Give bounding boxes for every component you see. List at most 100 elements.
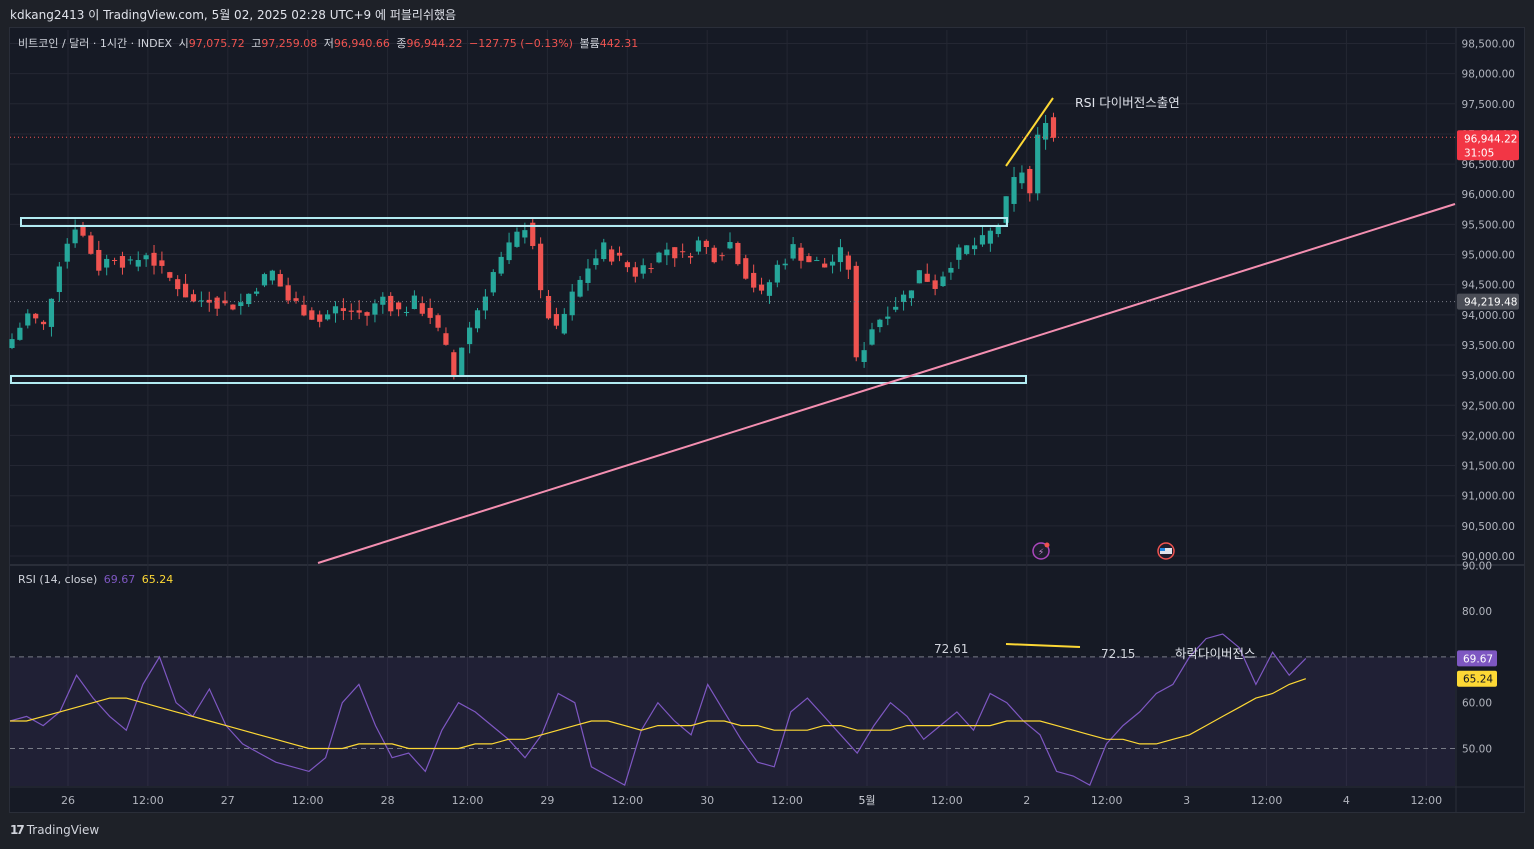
candle-body: [419, 303, 425, 314]
lightning-glyph: ⚡: [1038, 548, 1044, 558]
price-divergence-line: [1005, 97, 1054, 167]
candle-body: [719, 255, 725, 257]
rsi-ma-line: [10, 678, 1306, 750]
candle-body: [285, 285, 291, 301]
candle-body: [900, 294, 907, 302]
candle-body: [1011, 177, 1017, 204]
candle-body: [143, 255, 149, 260]
candle-body: [687, 256, 694, 258]
candle-body: [119, 256, 126, 268]
candle-body: [758, 284, 765, 291]
candle-body: [246, 293, 252, 305]
candle-body: [680, 251, 686, 253]
candle-body: [301, 304, 307, 316]
candle-body: [167, 272, 173, 278]
time-tick-label: 12:00: [452, 794, 484, 807]
candle-body: [774, 264, 780, 283]
candle-body: [561, 313, 567, 334]
candle-body: [743, 258, 749, 279]
price-tick-label: 97,500.00: [1462, 99, 1515, 111]
candle-body: [80, 225, 86, 236]
candle-body: [356, 310, 362, 313]
time-tick-label: 12:00: [1091, 794, 1123, 807]
candle-body: [837, 247, 844, 263]
candle-body: [33, 313, 39, 319]
candle-body: [514, 231, 520, 247]
crosshair-price-label: 94,219.48: [1464, 297, 1517, 309]
price-tick-label: 98,000.00: [1462, 69, 1515, 81]
time-tick-label: 12:00: [611, 794, 643, 807]
candle-body: [806, 256, 812, 263]
candle-body: [269, 270, 275, 281]
time-tick-label: 5월: [858, 794, 875, 807]
candle-body: [790, 244, 796, 259]
candle-body: [908, 290, 915, 299]
candle-body: [253, 291, 260, 294]
crosshair-price-badge: [1457, 293, 1519, 310]
candle-body: [877, 319, 883, 328]
price-tick-label: 95,000.00: [1462, 250, 1515, 262]
time-tick-label: 12:00: [931, 794, 963, 807]
rsi-tick-label: 60.00: [1462, 698, 1492, 710]
rsi-tick-label: 90.00: [1462, 560, 1492, 572]
time-tick-label: 4: [1343, 794, 1350, 807]
symbol-name: 비트코인 / 달러 · 1시간 · INDEX: [18, 37, 173, 50]
price-tick-label: 96,000.00: [1462, 189, 1515, 201]
candle-body: [451, 352, 457, 376]
resistance-box: [20, 217, 1008, 227]
tradingview-logo-icon: 17: [10, 823, 25, 837]
candle-body: [940, 276, 946, 287]
candle-body: [332, 306, 339, 314]
rsi-band-fill: [10, 656, 1455, 786]
rsi-value-label-right: 72.15: [1101, 647, 1135, 661]
candle-body: [601, 242, 607, 260]
candle-body: [474, 310, 481, 329]
low-value: 96,940.66: [333, 37, 390, 50]
candle-body: [822, 263, 828, 268]
candle-body: [640, 265, 646, 274]
candle-body: [56, 266, 62, 293]
lightning-event-icon: ⚡: [1032, 542, 1050, 560]
candle-body: [72, 229, 78, 244]
rsi-legend: RSI (14, close) 69.67 65.24: [18, 573, 176, 586]
publish-caption: kdkang2413 이 TradingView.com, 5월 02, 202…: [10, 8, 457, 22]
price-divergence-annotation: RSI 다이버전스출연: [1075, 95, 1180, 110]
time-tick-label: 28: [381, 794, 395, 807]
tradingview-logo[interactable]: 17 TradingView: [10, 823, 99, 837]
candle-body: [577, 279, 583, 297]
candle-body: [380, 296, 386, 305]
candle-body: [317, 314, 323, 322]
price-tick-label: 96,500.00: [1462, 159, 1515, 171]
close-value: 96,944.22: [406, 37, 463, 50]
candle-body: [924, 273, 930, 282]
us-flag-event-icon: [1157, 542, 1175, 560]
brand-name: TradingView: [26, 823, 100, 837]
rsi-tick-label: 80.00: [1462, 606, 1492, 618]
candle-body: [309, 310, 315, 320]
candle-body: [987, 230, 993, 244]
candles: [9, 112, 1057, 380]
candle-body: [1042, 123, 1049, 140]
candle-body: [1027, 168, 1033, 194]
time-tick-label: 2: [1023, 794, 1030, 807]
candle-body: [340, 308, 346, 311]
rsi-current-value: 69.67: [103, 573, 136, 586]
price-tick-label: 92,500.00: [1462, 400, 1515, 412]
candle-body: [672, 247, 678, 259]
candle-body: [616, 252, 623, 256]
candle-body: [624, 262, 631, 268]
candle-body: [648, 268, 654, 270]
candle-body: [885, 316, 891, 319]
candle-body: [735, 243, 741, 265]
candle-body: [40, 321, 47, 325]
candle-body: [1050, 117, 1057, 138]
candle-body: [182, 283, 189, 298]
candle-body: [467, 327, 473, 345]
candle-body: [979, 235, 986, 245]
candle-body: [372, 303, 378, 315]
candle-body: [427, 307, 433, 318]
rsi-indicator-name: RSI (14, close): [18, 573, 98, 586]
volume-label: 볼륨: [579, 37, 600, 50]
candle-body: [9, 339, 15, 348]
